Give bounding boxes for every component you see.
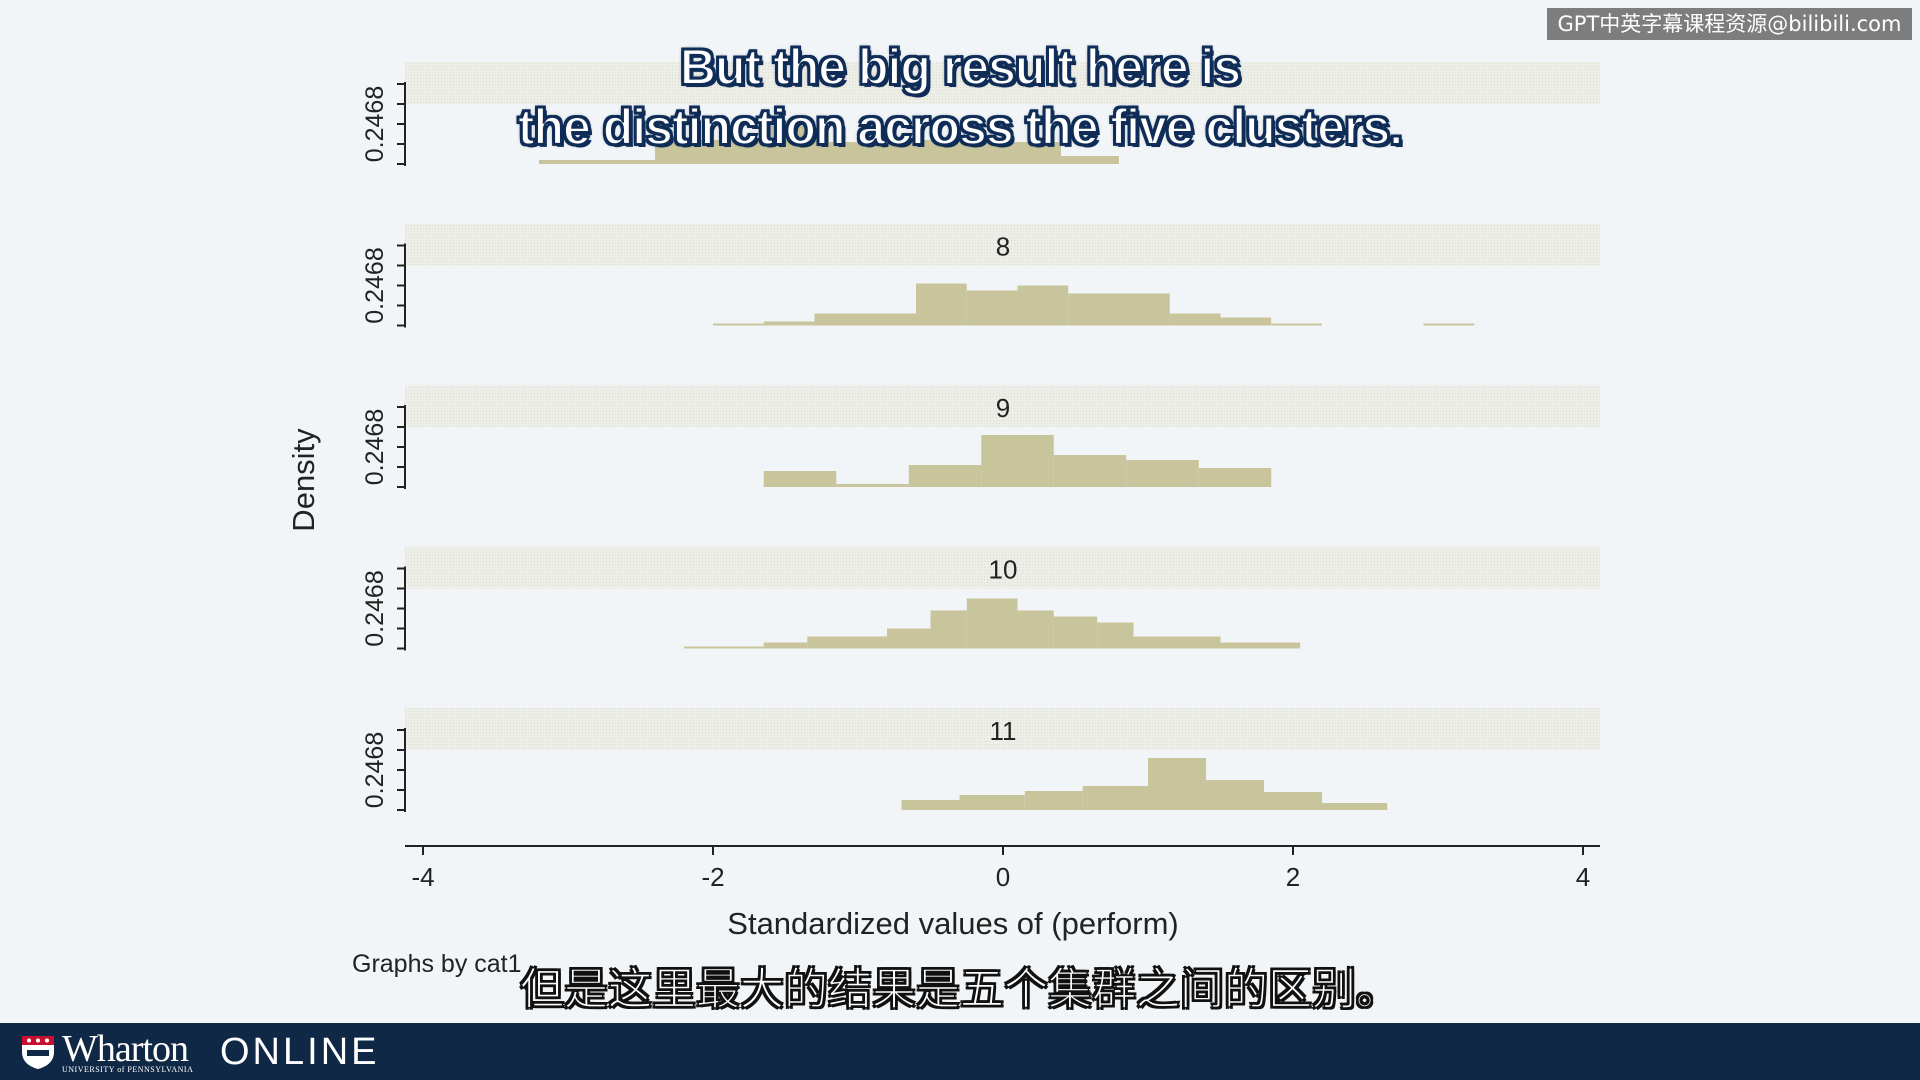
histogram-bar [908, 465, 982, 487]
histogram-bar [1198, 468, 1272, 487]
histogram-bar [959, 795, 1025, 810]
histogram-bar [1271, 323, 1322, 326]
x-axis-title: Standardized values of (perform) [727, 906, 1178, 941]
panel-header-strip [405, 223, 1600, 266]
histogram-bar [916, 283, 967, 326]
histogram-bar [1322, 803, 1388, 810]
panel-header-strip [405, 546, 1600, 589]
panel-header-strip [405, 385, 1600, 427]
x-tick-label: -2 [701, 862, 724, 892]
histogram-bar [836, 484, 909, 487]
y-axis-title: Density [286, 428, 321, 532]
histogram-bar [763, 321, 815, 326]
y-tick-label: 0.2468 [361, 86, 389, 162]
histogram-bar [771, 126, 829, 164]
histogram-bar [1133, 636, 1221, 649]
x-tick-label: 2 [1286, 862, 1300, 892]
histogram-bar [887, 140, 945, 164]
histogram-bar [1169, 313, 1221, 326]
histogram-bar [981, 435, 1054, 487]
panel-label: 11 [990, 716, 1017, 746]
panel-header-strip [405, 708, 1600, 750]
online-logo-text: ONLINE [220, 1031, 380, 1073]
histogram-bar [901, 800, 960, 810]
histogram-bar [684, 646, 764, 649]
histogram-bar [966, 290, 1018, 326]
histogram-bar [763, 471, 837, 487]
panel-header-strip [405, 62, 1600, 104]
histogram-bar [1220, 317, 1272, 326]
histogram-bar [1053, 455, 1127, 487]
y-tick-label: 0.2468 [361, 409, 389, 485]
histogram-bar [1024, 791, 1083, 810]
histogram-bar [1017, 610, 1054, 649]
y-tick-label: 0.2468 [361, 247, 389, 323]
histogram-bar [887, 628, 931, 649]
histogram-bar [1068, 293, 1170, 326]
watermark: GPT中英字幕课程资源@bilibili.com [1547, 8, 1912, 40]
y-tick-label: 0.2468 [361, 732, 389, 808]
subtitle-english-line2: the distinction across the five clusters… [517, 98, 1404, 156]
histogram-bar [1423, 323, 1475, 326]
histogram-bar [1097, 622, 1134, 649]
histogram-bar [1148, 758, 1206, 810]
histogram-bar [1220, 642, 1301, 649]
y-tick-label: 0.2468 [361, 570, 389, 646]
subtitle-english-line1: But the big result here is [679, 38, 1242, 96]
histogram-bar [539, 160, 655, 164]
histogram-bar [930, 610, 967, 649]
histogram-bar [1061, 156, 1119, 164]
histogram-bar [1264, 792, 1322, 810]
wharton-logo-text: Wharton [62, 1028, 189, 1070]
histogram-bar [1053, 616, 1098, 649]
footer-bar: Wharton UNIVERSITY of PENNSYLVANIA ONLIN… [0, 1023, 1920, 1080]
histogram-bar [814, 313, 916, 326]
histogram-bar [1206, 780, 1264, 810]
histogram-bar [1082, 786, 1148, 810]
histogram-bar [966, 598, 1018, 649]
wharton-logo-subtext: UNIVERSITY of PENNSYLVANIA [62, 1065, 194, 1074]
histogram-bar [945, 142, 1061, 164]
histogram-bar [1126, 460, 1199, 487]
histogram-bar [763, 642, 808, 649]
histogram-bar [655, 140, 771, 164]
histogram-bar [807, 636, 887, 649]
x-tick-label: 0 [996, 862, 1010, 892]
histogram-bar [829, 142, 887, 164]
x-tick-label: -4 [411, 862, 434, 892]
subtitle-chinese: 但是这里最大的结果是五个集群之间的区别。 [519, 963, 1401, 1016]
panel-label: 8 [996, 232, 1010, 262]
histogram-bar [1017, 285, 1069, 326]
panel-label: 10 [989, 555, 1018, 585]
penn-shield-icon [22, 1036, 54, 1069]
x-tick-label: 4 [1576, 862, 1590, 892]
panel-label: 9 [996, 393, 1010, 423]
graphs-by-note: Graphs by cat1 [352, 950, 522, 978]
histogram-bar [713, 323, 764, 326]
